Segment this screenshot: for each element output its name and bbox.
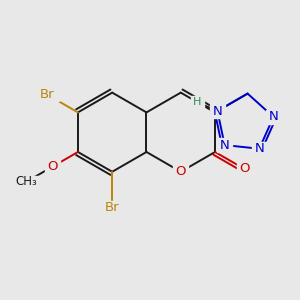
Bar — [266, 110, 281, 124]
Bar — [252, 142, 267, 155]
Text: Br: Br — [105, 201, 119, 214]
Text: N: N — [213, 104, 222, 118]
Bar — [210, 104, 225, 118]
Text: Br: Br — [40, 88, 54, 101]
Bar — [35, 88, 59, 101]
Text: N: N — [268, 110, 278, 123]
Bar — [191, 97, 204, 108]
Text: H: H — [194, 97, 202, 107]
Text: O: O — [176, 165, 186, 178]
Bar — [217, 138, 232, 152]
Bar — [100, 201, 124, 214]
Text: N: N — [254, 142, 264, 155]
Bar — [45, 160, 60, 174]
Bar — [11, 176, 42, 188]
Text: CH₃: CH₃ — [16, 175, 38, 188]
Bar — [237, 162, 251, 175]
Text: N: N — [220, 139, 230, 152]
Bar — [173, 165, 188, 178]
Text: O: O — [239, 162, 249, 175]
Text: O: O — [47, 160, 58, 173]
